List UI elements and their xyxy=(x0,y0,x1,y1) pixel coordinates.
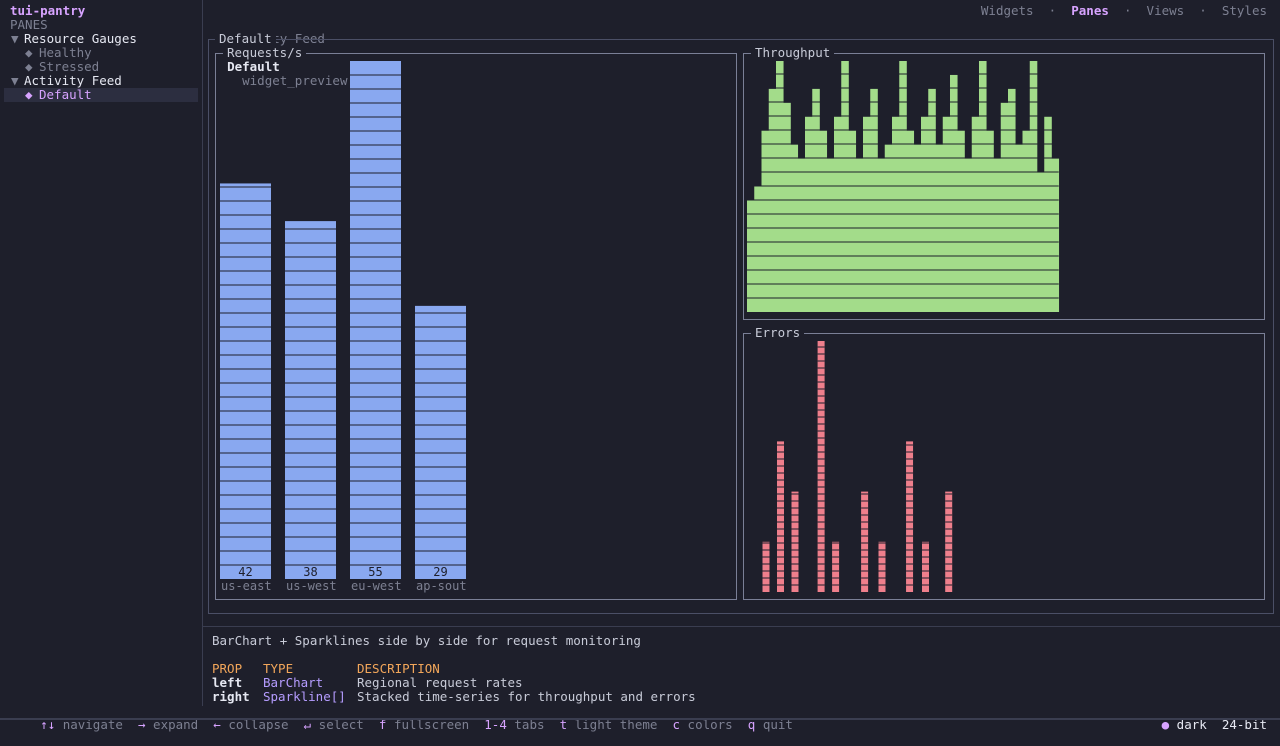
theme-status: ● dark 24-bit xyxy=(1132,704,1267,746)
throughput-bar xyxy=(986,130,994,312)
throughput-bar xyxy=(761,130,770,312)
throughput-bar xyxy=(877,158,886,312)
tree-group-resource-gauges[interactable]: ▼ Resource Gauges xyxy=(4,32,198,46)
bar-category-label: us-west xyxy=(286,579,337,593)
tree-item-default[interactable]: ◆ Default xyxy=(4,88,198,102)
bar-value-label: 29 xyxy=(433,565,447,579)
bar-rect xyxy=(285,221,336,580)
preview-frame-title: Default xyxy=(215,32,276,46)
requests-chart-panel: Requests/s 42 us-east 38 us-west 55 eu-west 29… xyxy=(215,46,737,600)
tree-group-label: Activity Feed xyxy=(24,73,122,88)
error-bar xyxy=(762,541,770,592)
prop-name: right xyxy=(212,689,250,704)
tree-item-label: Stressed xyxy=(39,59,100,74)
throughput-bar xyxy=(1051,158,1060,312)
throughput-panel: Throughput xyxy=(743,46,1265,320)
throughput-sparkline xyxy=(747,61,1060,313)
tab-widgets[interactable]: Widgets xyxy=(980,3,1034,18)
throughput-bar xyxy=(1000,102,1009,312)
bar-value-label: 55 xyxy=(368,565,382,579)
error-bar xyxy=(945,491,953,592)
error-bar xyxy=(861,491,869,592)
throughput-bar xyxy=(797,158,806,312)
tree-item-label: Healthy xyxy=(39,45,92,60)
tab-styles[interactable]: Styles xyxy=(1221,3,1267,18)
diamond-icon: ◆ xyxy=(25,59,33,74)
throughput-bar xyxy=(783,102,791,312)
bar-value-label: 42 xyxy=(238,565,252,579)
prop-type: Sparkline[] xyxy=(263,689,346,704)
tab-views[interactable]: Views xyxy=(1146,3,1185,18)
tree-group-activity-feed[interactable]: ▼ Activity Feed xyxy=(4,74,198,88)
tree-item-label: Default xyxy=(39,87,92,102)
section-label: PANES xyxy=(10,17,48,32)
chevron-down-icon: ▼ xyxy=(11,31,19,46)
bar-category-label: eu-west xyxy=(351,579,402,593)
throughput-bar xyxy=(754,186,762,312)
preview-frame: Default xyxy=(208,32,1274,614)
tree-item-stressed[interactable]: ◆ Stressed xyxy=(4,60,198,74)
props-header-type: TYPE xyxy=(263,661,294,676)
tree-item-healthy[interactable]: ◆ Healthy xyxy=(4,46,198,60)
errors-sparkline xyxy=(762,341,953,592)
diamond-icon: ◆ xyxy=(25,87,33,102)
tree-group-label: Resource Gauges xyxy=(24,31,137,46)
throughput-title: Throughput xyxy=(751,46,835,60)
tab-panes[interactable]: Panes xyxy=(1071,3,1109,18)
error-bar xyxy=(777,441,784,592)
throughput-bar xyxy=(848,130,857,312)
footer-border xyxy=(0,718,1280,720)
throughput-bar xyxy=(950,74,958,312)
tab-separator: · xyxy=(1199,3,1207,18)
error-bar xyxy=(791,491,799,592)
prop-description: Stacked time-series for throughput and e… xyxy=(357,689,696,704)
tab-separator: · xyxy=(1123,3,1132,18)
description-summary: BarChart + Sparklines side by side for r… xyxy=(212,633,641,648)
bar-rect xyxy=(415,305,466,579)
chevron-down-icon: ▼ xyxy=(11,73,19,88)
props-header-prop: PROP xyxy=(212,661,243,676)
throughput-bar xyxy=(964,158,973,312)
throughput-bar xyxy=(1022,130,1031,312)
throughput-bar xyxy=(826,158,835,312)
bar-rect xyxy=(350,61,401,579)
error-bar xyxy=(832,541,840,592)
requests-chart-title: Requests/s xyxy=(223,46,307,60)
props-header-description: DESCRIPTION xyxy=(357,661,440,676)
app-title: tui-pantry xyxy=(10,3,86,18)
throughput-bar xyxy=(855,158,864,312)
bar-category-label: us-east xyxy=(221,579,272,593)
sidebar: tui-pantry PANES ▼ Resource Gauges ◆ Hea… xyxy=(0,0,203,706)
keybind-hints: ↑↓ navigate → expand ← collapse ↵ select… xyxy=(10,704,793,746)
throughput-bar xyxy=(993,158,1002,312)
bar-rect xyxy=(220,183,271,579)
throughput-bar xyxy=(819,130,828,312)
tab-separator: · xyxy=(1048,3,1057,18)
bar-value-label: 38 xyxy=(303,565,317,579)
error-bar xyxy=(922,541,929,592)
prop-type: BarChart xyxy=(263,675,324,690)
errors-panel: Errors xyxy=(743,326,1265,600)
throughput-bar xyxy=(906,130,915,312)
error-bar xyxy=(878,541,886,592)
top-nav: Widgets · Panes · Views · Styles xyxy=(981,4,1267,18)
prop-name: left xyxy=(212,675,243,690)
breadcrumb-current: Default xyxy=(227,59,280,74)
divider xyxy=(203,626,1280,627)
diamond-icon: ◆ xyxy=(25,45,33,60)
errors-title: Errors xyxy=(751,326,805,340)
throughput-bar xyxy=(957,130,965,312)
error-bar xyxy=(906,441,914,592)
bar-category-label: ap-sout xyxy=(416,579,467,593)
prop-description: Regional request rates xyxy=(357,675,523,690)
